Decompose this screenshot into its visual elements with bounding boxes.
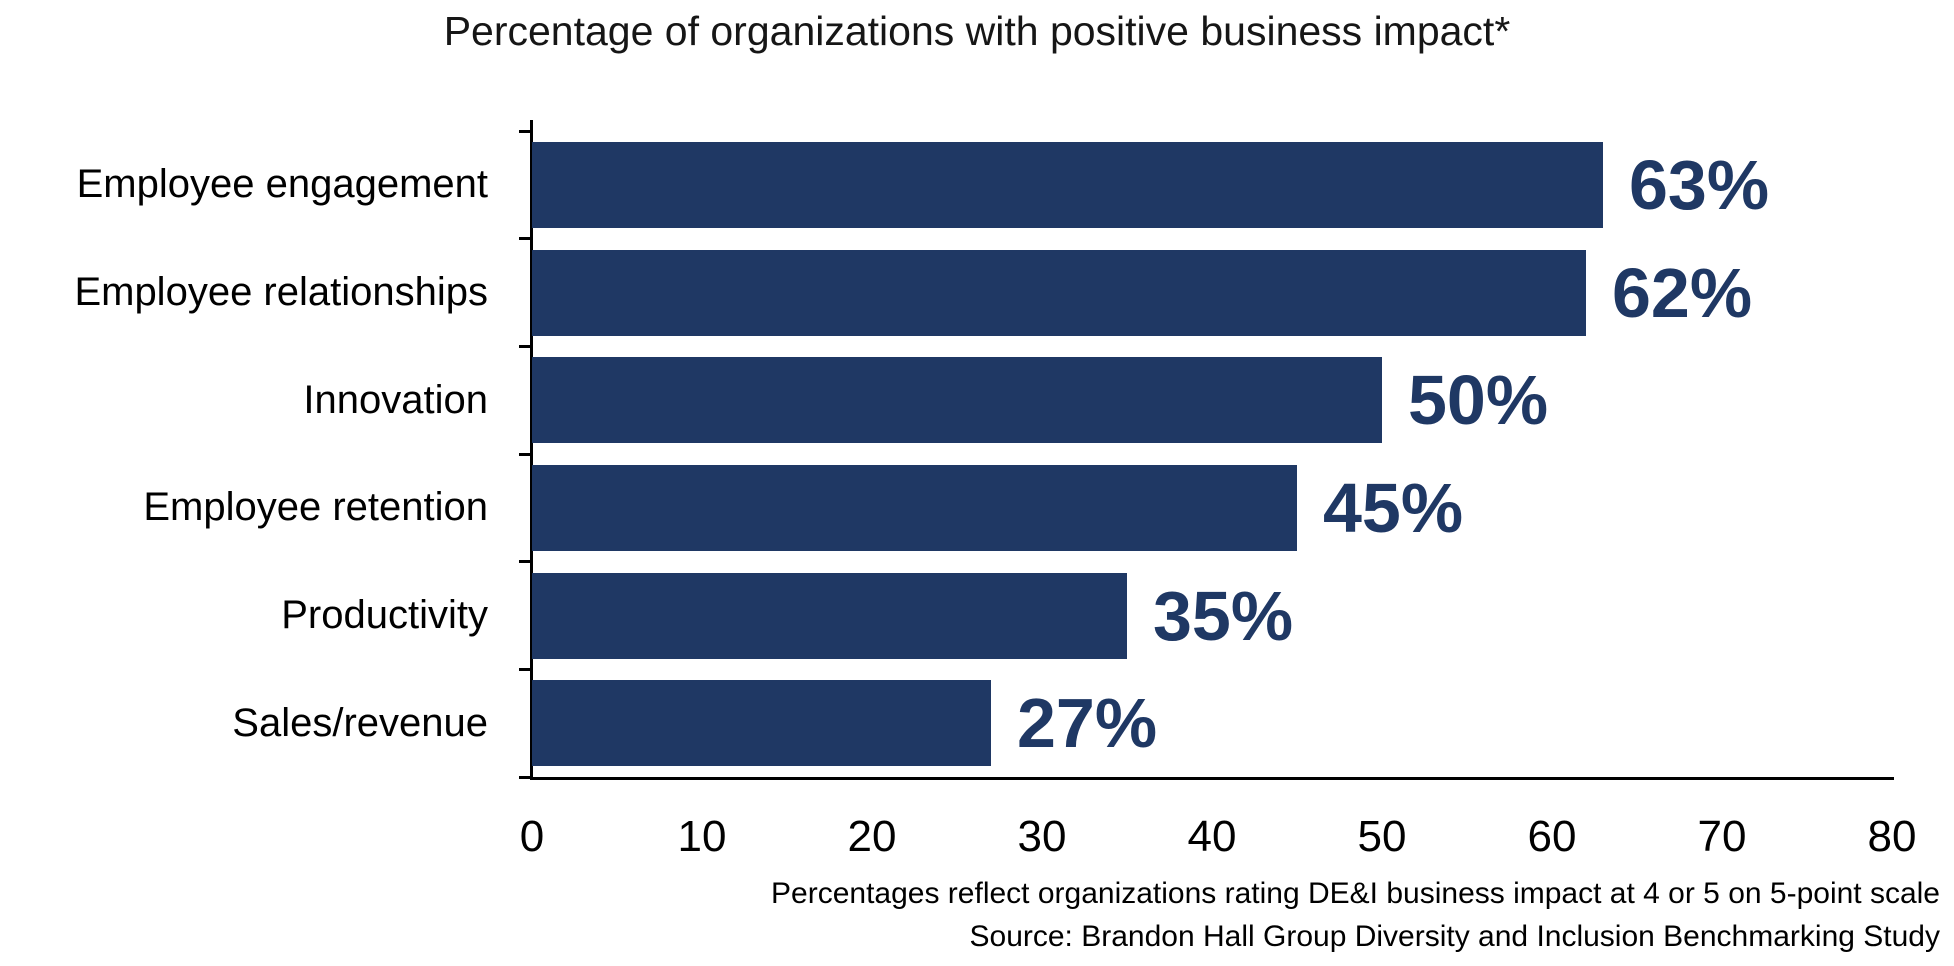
y-axis-tick-mark xyxy=(519,452,530,456)
category-label: Productivity xyxy=(281,593,488,638)
bar-row: Employee engagement 63% xyxy=(0,131,1954,239)
bar-row: Innovation 50% xyxy=(0,346,1954,454)
bar-row: Sales/revenue 27% xyxy=(0,669,1954,777)
footnotes: Percentages reflect organizations rating… xyxy=(771,872,1940,958)
y-axis-tick-mark xyxy=(519,668,530,671)
x-axis-tick-label: 40 xyxy=(1187,812,1237,861)
y-axis-tick-mark xyxy=(519,560,530,564)
x-axis-tick-label: 80 xyxy=(1867,812,1917,861)
footnote-method: Percentages reflect organizations rating… xyxy=(771,877,1940,910)
category-label: Employee engagement xyxy=(76,162,488,207)
bar xyxy=(532,249,1586,336)
y-axis-tick-mark xyxy=(519,344,530,348)
value-label: 63% xyxy=(1629,145,1770,224)
value-label: 50% xyxy=(1408,361,1549,440)
value-label: 45% xyxy=(1323,468,1464,547)
x-axis-tick-label: 10 xyxy=(677,812,727,861)
y-axis-tick-mark xyxy=(519,775,530,779)
bar xyxy=(532,464,1297,551)
bar-row: Employee relationships 62% xyxy=(0,239,1954,347)
category-label: Employee relationships xyxy=(74,270,488,315)
x-axis-tick-label: 70 xyxy=(1697,812,1747,861)
bar xyxy=(532,572,1127,659)
value-label: 27% xyxy=(1017,684,1158,763)
x-axis-tick-label: 50 xyxy=(1357,812,1407,861)
x-axis-tick-label: 20 xyxy=(847,812,897,861)
category-label: Innovation xyxy=(303,377,488,422)
footnote-source: Source: Brandon Hall Group Diversity and… xyxy=(969,920,1941,953)
category-label: Employee retention xyxy=(143,485,488,530)
bar-row: Employee retention 45% xyxy=(0,454,1954,562)
x-axis-line xyxy=(530,777,1894,780)
y-axis-line xyxy=(530,120,533,780)
bar xyxy=(532,680,991,767)
bar-row: Productivity 35% xyxy=(0,562,1954,670)
y-axis-tick-mark xyxy=(519,129,530,133)
y-axis-tick-mark xyxy=(519,237,530,241)
x-axis-tick-label: 0 xyxy=(519,812,545,861)
plot-area: Employee engagement 63% Employee relations… xyxy=(0,131,1954,778)
x-axis-tick-label: 30 xyxy=(1017,812,1067,861)
bar xyxy=(532,357,1382,444)
bar xyxy=(532,141,1603,228)
value-label: 35% xyxy=(1153,576,1294,655)
value-label: 62% xyxy=(1612,253,1753,332)
category-label: Sales/revenue xyxy=(232,700,488,745)
x-axis-tick-label: 60 xyxy=(1527,812,1577,861)
chart-title: Percentage of organizations with positiv… xyxy=(443,8,1511,54)
